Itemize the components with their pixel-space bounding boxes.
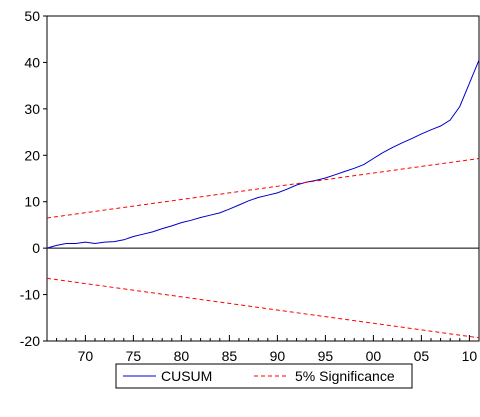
y-tick-label: 40 <box>24 54 40 70</box>
lower-significance-line <box>46 277 480 339</box>
x-tick-label: 95 <box>318 348 334 364</box>
x-tick-label: 05 <box>414 348 430 364</box>
x-tick-label: 00 <box>366 348 382 364</box>
legend-label-significance: 5% Significance <box>295 368 395 384</box>
y-axis: 50 40 30 20 10 0 -10 -20 <box>20 8 47 349</box>
y-tick-label: -20 <box>20 333 40 349</box>
series-layer <box>46 59 480 339</box>
legend: CUSUM 5% Significance <box>115 363 413 389</box>
x-tick-label: 80 <box>174 348 190 364</box>
y-tick-label: 30 <box>24 101 40 117</box>
legend-label-cusum: CUSUM <box>161 368 212 384</box>
x-tick-label: 10 <box>462 348 478 364</box>
x-tick-label: 70 <box>78 348 94 364</box>
x-tick-label: 85 <box>222 348 238 364</box>
plot-frame <box>46 15 480 342</box>
x-axis: 70 75 80 85 90 95 00 05 10 <box>46 335 480 364</box>
upper-significance-line <box>46 158 480 219</box>
y-tick-label: 0 <box>32 240 40 256</box>
cusum-line <box>46 59 480 249</box>
plot-area: 50 40 30 20 10 0 -10 -20 70 75 80 85 90 95 00 05 10 <box>20 8 480 364</box>
x-tick-label: 90 <box>270 348 286 364</box>
y-tick-label: 10 <box>24 194 40 210</box>
x-tick-label: 75 <box>126 348 142 364</box>
y-tick-label: -10 <box>20 287 40 303</box>
y-tick-label: 50 <box>24 8 40 24</box>
y-tick-label: 20 <box>24 147 40 163</box>
